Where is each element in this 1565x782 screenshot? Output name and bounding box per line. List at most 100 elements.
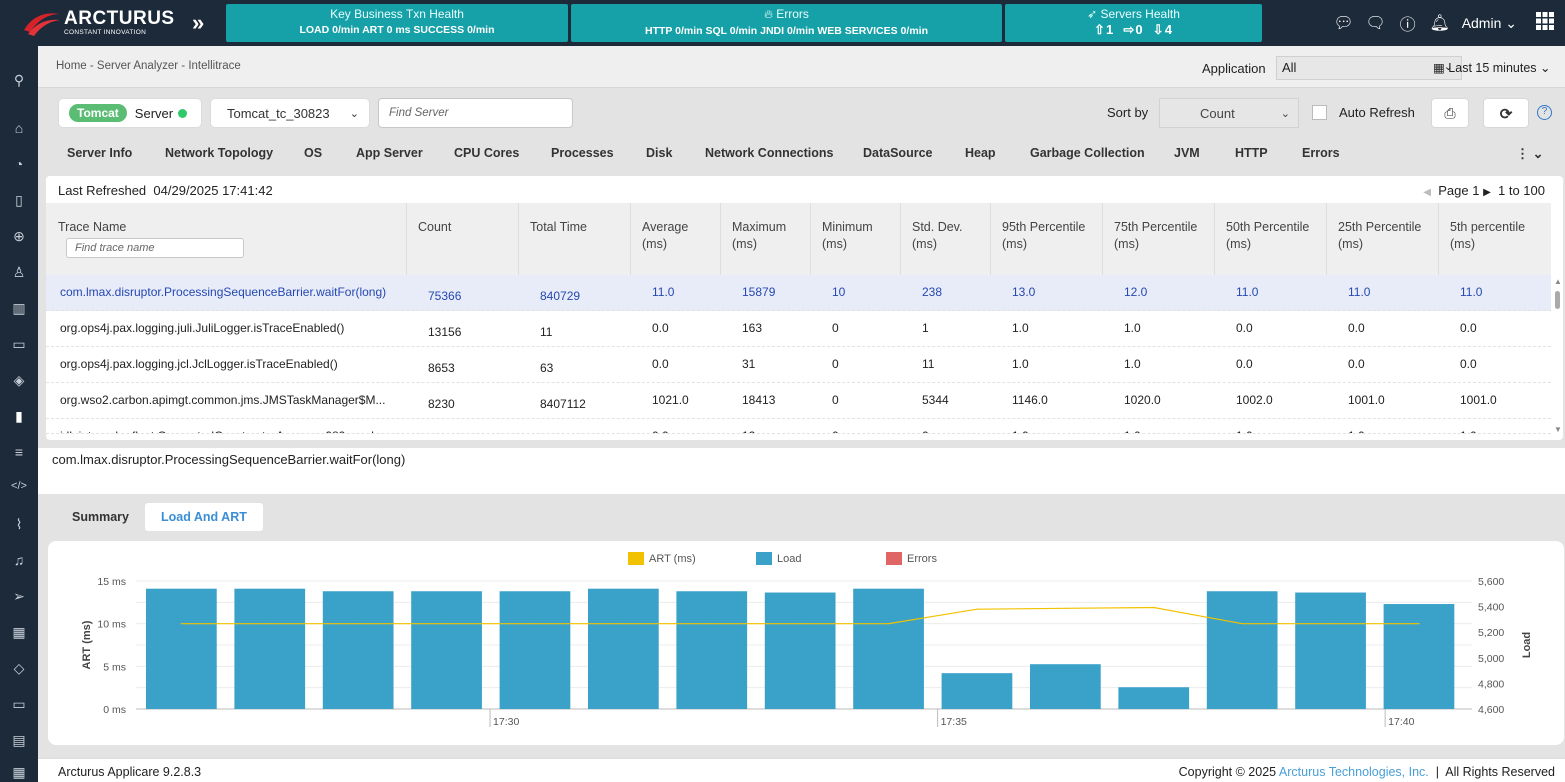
brand-logo[interactable]: ARCTURUS CONSTANT INNOVATION	[22, 6, 187, 40]
prev-page-icon[interactable]: ◀	[1423, 187, 1431, 198]
column-divider[interactable]	[990, 203, 991, 275]
database-icon[interactable]: ≡	[14, 444, 24, 460]
help-icon[interactable]: ?	[1537, 105, 1552, 120]
art-point-9	[976, 608, 978, 610]
map-icon[interactable]: ▥	[12, 300, 26, 316]
application-select[interactable]: All ⌄	[1276, 56, 1462, 80]
company-link[interactable]: Arcturus Technologies, Inc.	[1278, 765, 1429, 779]
column-divider[interactable]	[518, 203, 519, 275]
user-menu[interactable]: Admin ⌄	[1462, 15, 1517, 32]
window-icon[interactable]: ▭	[12, 696, 26, 712]
column-divider[interactable]	[1326, 203, 1327, 275]
tab-cpu-cores[interactable]: CPU Cores	[454, 146, 520, 160]
server-analyzer-icon[interactable]: ▮	[15, 408, 23, 424]
more-tabs-icon[interactable]: ⋮ ⌄	[1516, 146, 1544, 161]
column-header-p50[interactable]: 50th Percentile (ms)	[1226, 219, 1309, 253]
alert-bell-icon[interactable]: ♫	[13, 552, 25, 568]
find-trace-input[interactable]: Find trace name	[66, 238, 244, 258]
tab-summary[interactable]: Summary	[72, 510, 129, 524]
scroll-down-icon[interactable]: ▼	[1554, 425, 1562, 434]
tab-datasource[interactable]: DataSource	[863, 146, 933, 160]
column-header-p95[interactable]: 95th Percentile (ms)	[1002, 219, 1085, 253]
column-header-total-time[interactable]: Total Time	[530, 219, 587, 236]
column-header-label: Trace Name	[58, 220, 127, 234]
grid-icon[interactable]: ▦	[12, 764, 26, 780]
tab-errors[interactable]: Errors	[1302, 146, 1340, 160]
column-divider[interactable]	[1102, 203, 1103, 275]
help-icon[interactable]: ⓘ	[1399, 17, 1416, 34]
breadcrumb-server-analyzer[interactable]: Server Analyzer	[96, 60, 179, 72]
folder-icon[interactable]: ▭	[12, 336, 26, 352]
expand-menu-icon[interactable]: »	[192, 10, 205, 35]
scroll-up-icon[interactable]: ▲	[1554, 277, 1562, 286]
column-header-average[interactable]: Average (ms)	[642, 219, 688, 253]
globe-icon[interactable]: ⊕	[13, 228, 25, 244]
table-row[interactable]: org.ops4j.pax.logging.jcl.JclLogger.isTr…	[46, 347, 1551, 383]
auto-refresh-checkbox[interactable]	[1312, 105, 1327, 120]
code-icon[interactable]: </>	[11, 480, 27, 492]
dashboard-icon[interactable]: ◔	[14, 156, 24, 172]
table-scrollbar[interactable]: ▲ ▼	[1551, 275, 1563, 440]
column-divider[interactable]	[630, 203, 631, 275]
table-row[interactable]: org.wso2.carbon.apimgt.common.jms.JMSTas…	[46, 383, 1551, 419]
calendar-icon[interactable]: ▦	[12, 624, 26, 640]
scrollbar-thumb[interactable]	[1555, 291, 1560, 309]
sort-by-select[interactable]: Count ⌄	[1159, 98, 1299, 128]
column-divider[interactable]	[406, 203, 407, 275]
column-header-p25[interactable]: 25th Percentile (ms)	[1338, 219, 1421, 253]
servers-health-title: Servers Health	[1100, 7, 1180, 21]
column-divider[interactable]	[810, 203, 811, 275]
column-header-maximum[interactable]: Maximum (ms)	[732, 219, 786, 253]
notification-bell-icon[interactable]: 🔔︎	[1429, 15, 1450, 32]
tab-http[interactable]: HTTP	[1235, 146, 1268, 160]
tab-server-info[interactable]: Server Info	[67, 146, 133, 160]
tab-network-connections[interactable]: Network Connections	[705, 146, 834, 160]
column-header-p5[interactable]: 5th percentile (ms)	[1450, 219, 1525, 253]
table-row[interactable]: org.ops4j.pax.logging.juli.JuliLogger.is…	[46, 311, 1551, 347]
trend-icon[interactable]: ⌇	[15, 516, 23, 532]
chat-icon[interactable]: 💬︎	[1333, 15, 1354, 32]
tab-os[interactable]: OS	[304, 146, 323, 160]
cell-total-time: 26	[540, 433, 553, 434]
breadcrumb-home[interactable]: Home	[56, 60, 87, 72]
kbt-health-panel[interactable]: Key Business Txn Health LOAD 0/min ART 0…	[226, 4, 568, 42]
tab-garbage-collection[interactable]: Garbage Collection	[1030, 146, 1145, 160]
column-divider[interactable]	[1438, 203, 1439, 275]
column-header-trace-name[interactable]: Trace Name	[58, 219, 126, 236]
column-header-minimum[interactable]: Minimum (ms)	[822, 219, 873, 253]
book-icon[interactable]: ▤	[12, 732, 26, 748]
table-row[interactable]: jdk.internal.reflect.GeneratedConstructo…	[46, 419, 1551, 434]
mobile-icon[interactable]: ▯	[15, 192, 23, 208]
search-icon[interactable]: ⚲	[13, 72, 25, 88]
tag-icon[interactable]: ◇	[13, 660, 25, 676]
message-icon[interactable]: 🗨︎	[1365, 15, 1386, 32]
home-icon[interactable]: ⌂	[14, 120, 24, 136]
column-header-count[interactable]: Count	[418, 219, 451, 236]
server-select[interactable]: Tomcat_tc_30823 ⌄	[210, 98, 370, 128]
print-button[interactable]: ⎙	[1431, 98, 1469, 128]
tab-disk[interactable]: Disk	[646, 146, 673, 160]
tab-app-server[interactable]: App Server	[356, 146, 423, 160]
time-range-select[interactable]: ▦ Last 15 minutes ⌄	[1433, 60, 1551, 75]
user-icon[interactable]: ♙	[12, 264, 26, 280]
refresh-button[interactable]: ⟳	[1483, 98, 1529, 128]
tab-network-topology[interactable]: Network Topology	[165, 146, 274, 160]
tab-jvm[interactable]: JVM	[1174, 146, 1200, 160]
send-icon[interactable]: ➢	[13, 588, 25, 604]
find-server-input[interactable]: Find Server	[378, 98, 573, 128]
tab-processes[interactable]: Processes	[551, 146, 614, 160]
next-page-icon[interactable]: ▶	[1483, 187, 1491, 198]
column-divider[interactable]	[1214, 203, 1215, 275]
table-row[interactable]: com.lmax.disruptor.ProcessingSequenceBar…	[46, 275, 1551, 311]
errors-panel[interactable]: 🔥︎ Errors HTTP 0/min SQL 0/min JNDI 0/mi…	[571, 4, 1002, 42]
column-divider[interactable]	[900, 203, 901, 275]
column-header-p75[interactable]: 75th Percentile (ms)	[1114, 219, 1197, 253]
tab-heap[interactable]: Heap	[965, 146, 996, 160]
layers-icon[interactable]: ◈	[13, 372, 25, 388]
servers-health-panel[interactable]: ➶ Servers Health ⇧1 ⇨0 ⇩4	[1005, 4, 1262, 42]
column-divider[interactable]	[720, 203, 721, 275]
tab-load-and-art[interactable]: Load And ART	[145, 503, 263, 531]
column-header-std-dev[interactable]: Std. Dev. (ms)	[912, 219, 962, 253]
apps-grid-icon[interactable]	[1529, 11, 1561, 35]
column-header-unit: (ms)	[1338, 237, 1363, 251]
